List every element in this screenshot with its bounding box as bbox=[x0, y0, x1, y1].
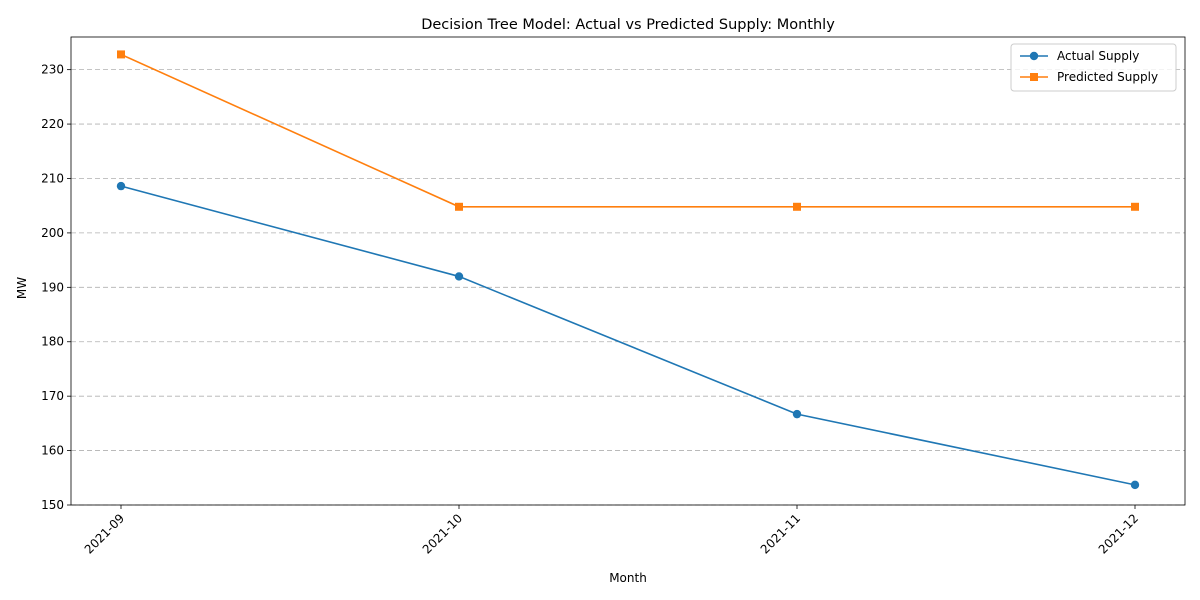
y-tick-label: 180 bbox=[41, 335, 64, 349]
data-point bbox=[454, 272, 464, 281]
y-tick-label: 190 bbox=[41, 280, 64, 294]
y-tick-label: 230 bbox=[41, 63, 64, 77]
y-axis-label: MW bbox=[15, 277, 29, 299]
data-point bbox=[792, 409, 802, 419]
x-axis-label: Month bbox=[609, 571, 647, 585]
legend-marker bbox=[1030, 73, 1038, 81]
y-tick-label: 170 bbox=[41, 389, 64, 403]
y-tick-label: 220 bbox=[41, 117, 64, 131]
y-tick-label: 210 bbox=[41, 171, 64, 185]
data-point bbox=[117, 50, 125, 59]
data-point bbox=[116, 181, 126, 191]
y-tick-label: 200 bbox=[41, 226, 64, 240]
legend-label: Predicted Supply bbox=[1057, 70, 1158, 84]
data-point bbox=[1130, 480, 1140, 490]
legend-box bbox=[1010, 43, 1177, 92]
legend-label: Actual Supply bbox=[1057, 49, 1139, 63]
data-point bbox=[793, 202, 801, 211]
data-point bbox=[1131, 202, 1139, 211]
y-tick-label: 150 bbox=[41, 498, 64, 512]
y-tick-label: 160 bbox=[41, 444, 64, 458]
plot-frame bbox=[70, 36, 1186, 506]
series-line-predicted bbox=[120, 53, 1135, 208]
legend: Actual Supply Predicted Supply bbox=[1010, 43, 1177, 92]
series-layer bbox=[116, 50, 1140, 490]
data-point bbox=[455, 202, 463, 211]
series-line-actual bbox=[120, 185, 1136, 486]
chart-title: Decision Tree Model: Actual vs Predicted… bbox=[421, 17, 835, 33]
legend-marker bbox=[1029, 51, 1039, 61]
